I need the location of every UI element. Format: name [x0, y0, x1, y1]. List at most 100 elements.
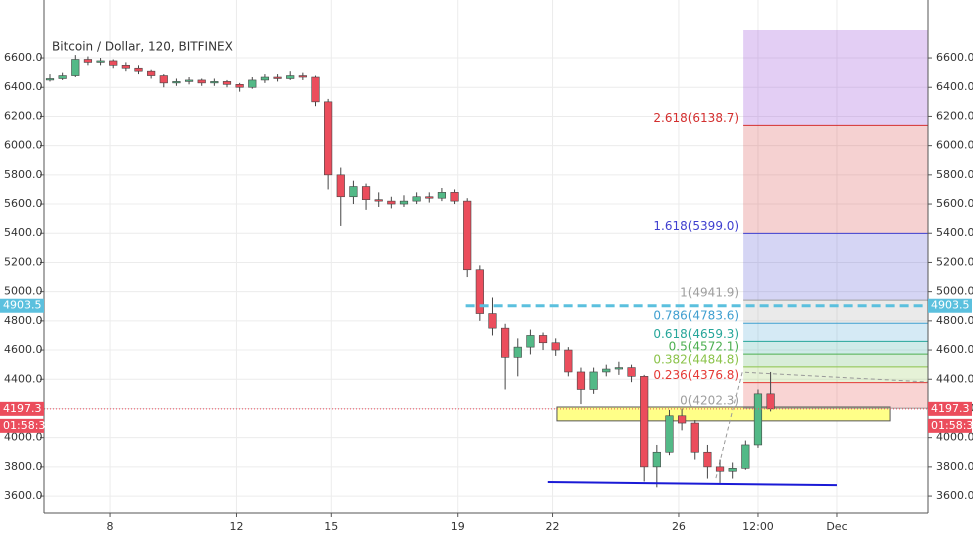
candle-body [475, 269, 484, 314]
y-tick-label-right: 4000.0 [936, 431, 973, 444]
y-tick-label-right: 6200.0 [936, 109, 973, 122]
candle-body [222, 81, 232, 85]
candle-body [589, 371, 598, 390]
candle-body [437, 192, 447, 199]
candle-body [703, 451, 712, 468]
fib-level-label: 2.618(6138.7) [653, 111, 739, 125]
y-tick-label-right: 5200.0 [936, 255, 973, 268]
candle-body [197, 79, 206, 84]
y-tick-label: 6400.0 [4, 80, 43, 93]
y-tick-label-right: 5800.0 [936, 168, 973, 181]
y-tick-label-right: 5400.0 [936, 226, 973, 239]
fib-level-label: 1(4941.9) [680, 286, 739, 300]
candle-body [690, 422, 699, 453]
candle-body [374, 199, 383, 202]
candle-body [134, 67, 143, 72]
x-tick-label: 26 [672, 520, 686, 533]
candle-body [349, 186, 358, 198]
fib-zone [743, 125, 928, 234]
y-tick-label: 4400.0 [4, 372, 43, 385]
candle-body [399, 200, 409, 205]
x-tick-label: 12:00 [742, 520, 774, 533]
candle-body [235, 84, 244, 88]
candle-body [336, 174, 345, 198]
y-tick-label: 6000.0 [4, 139, 43, 152]
y-tick-label-right: 6400.0 [936, 80, 973, 93]
candle-body [766, 393, 775, 410]
candle-body [83, 59, 93, 63]
countdown-label: 01:58:35 [3, 419, 52, 432]
x-tick-label: 15 [324, 520, 338, 533]
fib-zone [743, 341, 928, 355]
candle-body [551, 342, 560, 351]
alert-price-label-box [928, 298, 972, 313]
candle-body [109, 60, 118, 66]
y-tick-label-right: 4800.0 [936, 314, 973, 327]
y-tick-label: 4800.0 [4, 314, 43, 327]
candle-body [728, 468, 737, 472]
candle-body [311, 76, 320, 103]
x-tick-label: 19 [451, 520, 465, 533]
x-tick-label: Dec [826, 520, 847, 533]
candle-body [324, 101, 333, 176]
y-tick-label-right: 3600.0 [936, 489, 973, 502]
y-tick-label: 5000.0 [4, 285, 43, 298]
y-tick-label: 3600.0 [4, 489, 43, 502]
countdown-label-box [0, 418, 44, 433]
candle-body [602, 368, 611, 373]
candle-body [412, 196, 421, 202]
y-tick-label-right: 6000.0 [936, 139, 973, 152]
candle-body [640, 376, 649, 468]
candle-body [159, 75, 168, 84]
y-tick-label-right: 5000.0 [936, 285, 973, 298]
zone-rect [556, 406, 891, 422]
fib-zone [743, 30, 928, 126]
y-tick-label: 5200.0 [4, 255, 43, 268]
fib-zone [743, 233, 928, 301]
y-tick-label: 4600.0 [4, 343, 43, 356]
alert-price-label: 4903.5 [3, 299, 42, 312]
candle-body [463, 200, 472, 271]
candle-body [248, 79, 257, 88]
candle-body [147, 70, 156, 76]
candle-body [121, 65, 130, 69]
countdown-label: 01:58:35 [931, 419, 973, 432]
candle-body [273, 76, 282, 79]
fib-zone [743, 354, 928, 367]
candle-body [172, 81, 181, 84]
candle-body [387, 200, 396, 205]
grid [44, 0, 928, 513]
alert-price-label: 4903.5 [931, 299, 970, 312]
y-tick-label: 5800.0 [4, 168, 43, 181]
candle-body [96, 60, 105, 63]
fib-level-label: 0.618(4659.3) [653, 327, 739, 341]
candle-body [665, 415, 674, 453]
y-tick-label: 5400.0 [4, 226, 43, 239]
alert-price-label-box [0, 298, 44, 313]
last-price-label: 4197.3 [3, 402, 42, 415]
candle-body [298, 75, 307, 78]
candle-body [488, 313, 497, 329]
candle-body [425, 196, 434, 199]
candle-body [45, 78, 55, 81]
fib-level-label: 0.236(4376.8) [653, 368, 739, 382]
y-tick-label-right: 5600.0 [936, 197, 973, 210]
candle-body [260, 76, 270, 81]
y-tick-label-right: 4600.0 [936, 343, 973, 356]
candle-body [652, 451, 661, 468]
x-tick-label: 22 [546, 520, 560, 533]
fib-zone [743, 366, 928, 383]
overlay [44, 304, 928, 487]
candle-body [286, 75, 295, 79]
candle-body [538, 335, 548, 344]
last-price-label: 4197.3 [931, 402, 970, 415]
fib-zone [743, 300, 928, 324]
candle-body [715, 466, 725, 472]
y-tick-label-right: 4400.0 [936, 372, 973, 385]
candle-body [501, 327, 510, 358]
fib-trend-line [715, 371, 929, 479]
y-tick-label-right: 6600.0 [936, 51, 973, 64]
candle-body [71, 59, 80, 76]
